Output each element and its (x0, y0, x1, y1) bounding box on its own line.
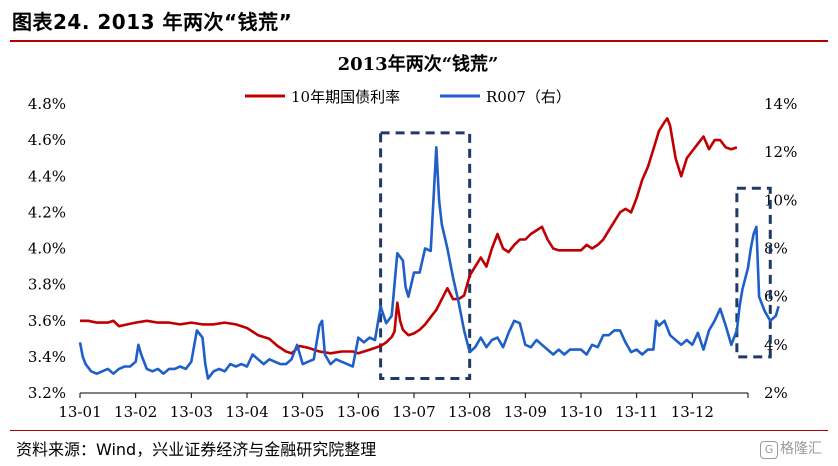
y-left-tick-label: 3.4% (28, 348, 66, 366)
axes: 13-01 13-02 13-03 13-04 13-05 13-06 13-07 13-08… (28, 95, 797, 421)
y-right-tick-label: 10% (764, 191, 797, 209)
x-tick-label: 13-05 (281, 403, 324, 421)
legend-label-r007: R007（右） (486, 88, 571, 106)
y-right-tick-label: 6% (764, 288, 788, 306)
x-tick-label: 13-03 (170, 403, 213, 421)
source-divider (10, 430, 828, 431)
x-tick-label: 13-09 (504, 403, 547, 421)
liquidity-crunch-box (379, 131, 472, 381)
y-left-tick-label: 4.4% (28, 167, 66, 185)
y-left-tick-label: 3.8% (28, 276, 66, 294)
g-logo-icon: G (760, 441, 778, 459)
watermark-text: 格隆汇 (780, 441, 822, 457)
source-note: 资料来源：Wind，兴业证券经济与金融研究院整理 (16, 440, 377, 459)
legend: 10年期国债利率 R007（右） (245, 88, 571, 106)
x-tick-label: 13-12 (671, 403, 714, 421)
y-left-tick-label: 3.2% (28, 384, 66, 402)
chart-title: 2013年两次“钱荒” (338, 53, 499, 75)
x-tick-label: 13-04 (225, 403, 268, 421)
x-tick-label: 13-08 (448, 403, 491, 421)
y-left-tick-label: 4.0% (28, 240, 66, 258)
y-left-tick-label: 3.6% (28, 312, 66, 330)
x-tick-label: 13-02 (114, 403, 157, 421)
y-right-tick-label: 2% (764, 384, 788, 402)
y-left-tick-label: 4.8% (28, 95, 66, 113)
x-tick-label: 13-07 (392, 403, 435, 421)
y-right-tick-label: 12% (764, 143, 797, 161)
liquidity-crunch-box (735, 186, 772, 359)
legend-label-bond: 10年期国债利率 (291, 88, 400, 106)
x-tick-label: 13-11 (615, 403, 658, 421)
watermark: G 格隆汇 (760, 438, 822, 459)
y-left-tick-label: 4.6% (28, 131, 66, 149)
x-tick-label: 13-10 (559, 403, 602, 421)
r007-line (78, 146, 780, 380)
x-tick-label: 13-01 (58, 403, 101, 421)
title-divider (10, 40, 828, 42)
series-lines (78, 117, 780, 380)
y-right-tick-label: 8% (764, 240, 788, 258)
bond-yield-line (80, 117, 738, 355)
x-tick-label: 13-06 (337, 403, 380, 421)
y-right-tick-label: 14% (764, 95, 797, 113)
y-right-tick-label: 4% (764, 336, 788, 354)
y-left-tick-label: 4.2% (28, 203, 66, 221)
annotation-boxes (379, 131, 772, 381)
figure-title: 图表24. 2013 年两次“钱荒” (12, 10, 293, 34)
